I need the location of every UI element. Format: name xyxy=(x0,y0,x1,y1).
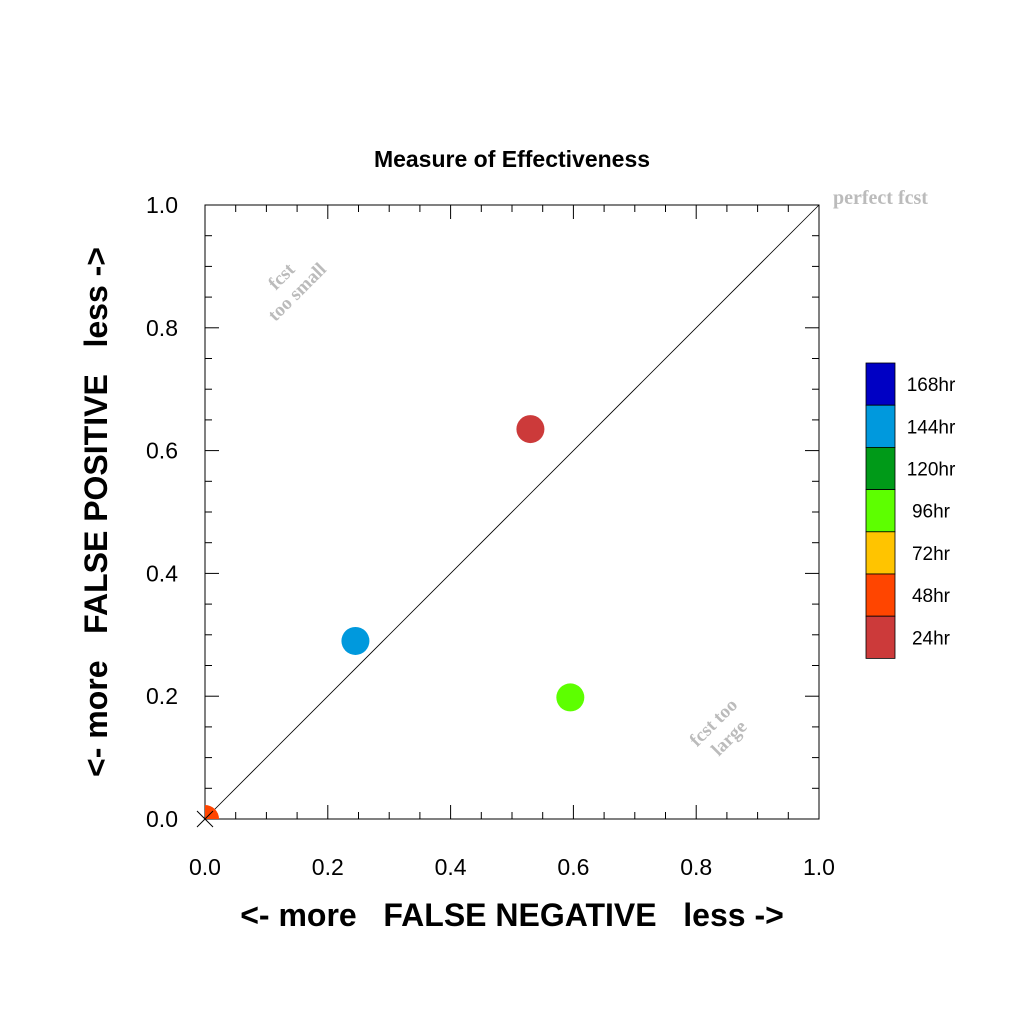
legend-swatch-120hr xyxy=(865,446,896,490)
legend-label-48hr: 48hr xyxy=(912,586,951,607)
legend-swatch-144hr xyxy=(865,404,896,448)
axis-tick-labels: 0.0 0.2 0.4 0.6 0.8 1.0 0.0 0.2 0.4 0.6 0.8 1.0 xyxy=(146,192,835,880)
origin-marker-b xyxy=(196,810,214,828)
legend-label-96hr: 96hr xyxy=(912,502,951,523)
x-tick-label: 0.0 xyxy=(189,854,221,880)
y-tick-label: 0.8 xyxy=(146,315,178,341)
legend-label-168hr: 168hr xyxy=(907,375,956,396)
legend-label-144hr: 144hr xyxy=(907,417,956,438)
annotation-too-small: fcst too small xyxy=(264,259,331,326)
annotation-too-large: fcst too large xyxy=(686,695,752,761)
x-tick-label: 0.8 xyxy=(680,854,712,880)
plot-frame xyxy=(204,204,820,820)
y-tick-label: 1.0 xyxy=(146,192,178,218)
legend-swatch-168hr xyxy=(865,362,896,406)
point-24hr xyxy=(516,415,545,444)
chart-title: Measure of Effectiveness xyxy=(374,146,650,172)
legend-label-120hr: 120hr xyxy=(907,460,956,481)
x-tick-label: 0.2 xyxy=(312,854,344,880)
x-axis-label: <- more FALSE NEGATIVE less -> xyxy=(240,897,784,933)
x-tick-label: 1.0 xyxy=(803,854,835,880)
x-tick-label: 0.6 xyxy=(557,854,589,880)
annotation-perfect-forecast: perfect fcst xyxy=(833,187,928,209)
legend: 168hr 144hr 120hr 96hr 72hr 48hr 24hr xyxy=(865,362,956,659)
point-96hr xyxy=(556,683,585,712)
legend-label-24hr: 24hr xyxy=(912,628,951,649)
point-144hr xyxy=(341,626,370,655)
y-tick-label: 0.4 xyxy=(146,560,178,586)
y-tick-label: 0.0 xyxy=(146,806,178,832)
legend-swatch-24hr xyxy=(865,615,896,659)
y-tick-label: 0.2 xyxy=(146,683,178,709)
x-tick-label: 0.4 xyxy=(435,854,467,880)
data-points xyxy=(205,415,585,819)
perfect-forecast-diagonal xyxy=(204,204,820,820)
legend-swatch-72hr xyxy=(865,531,896,575)
y-tick-label: 0.6 xyxy=(146,438,178,464)
legend-swatch-96hr xyxy=(865,489,896,533)
y-axis-label: <- more FALSE POSITIVE less -> xyxy=(78,247,114,777)
legend-swatch-48hr xyxy=(865,573,896,617)
legend-label-72hr: 72hr xyxy=(912,544,951,565)
